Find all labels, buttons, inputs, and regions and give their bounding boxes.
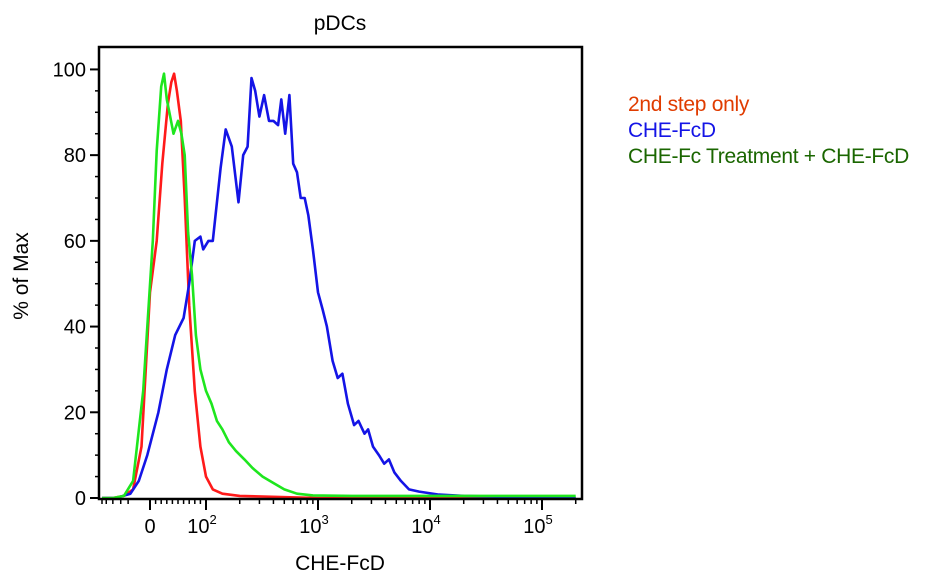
y-tick-label-80: 80 bbox=[64, 145, 86, 167]
y-tick-label-40: 40 bbox=[64, 317, 86, 339]
y-axis-ticks: 0 20 40 60 80 100 bbox=[53, 59, 100, 510]
series-line-0 bbox=[102, 72, 576, 500]
chart-title: pDCs bbox=[314, 12, 367, 35]
plot-frame bbox=[97, 45, 584, 501]
series-line-2 bbox=[102, 72, 576, 500]
x-tick-label-10000: 104 bbox=[411, 512, 440, 538]
y-axis-label: % of Max bbox=[10, 232, 33, 320]
legend-entry-che-fcd: CHE-FcD bbox=[628, 119, 716, 142]
x-tick-label-100: 102 bbox=[187, 512, 216, 538]
series-line-1 bbox=[102, 76, 576, 500]
x-axis-ticks: 0 102 103 104 105 bbox=[101, 498, 577, 538]
y-tick-label-100: 100 bbox=[53, 59, 86, 81]
x-tick-label-100000: 105 bbox=[523, 512, 552, 538]
legend-entry-2nd-step-only: 2nd step only bbox=[628, 93, 750, 116]
x-axis-label: CHE-FcD bbox=[295, 552, 385, 575]
legend-entry-che-fc-treatment: CHE-Fc Treatment + CHE-FcD bbox=[628, 145, 909, 168]
x-tick-label-0: 0 bbox=[144, 516, 155, 538]
series-lines bbox=[102, 72, 576, 500]
x-tick-label-1000: 103 bbox=[299, 512, 328, 538]
y-tick-label-20: 20 bbox=[64, 402, 86, 424]
legend: 2nd step only CHE-FcD CHE-Fc Treatment +… bbox=[628, 92, 909, 170]
y-tick-label-0: 0 bbox=[75, 488, 86, 510]
y-tick-label-60: 60 bbox=[64, 231, 86, 253]
